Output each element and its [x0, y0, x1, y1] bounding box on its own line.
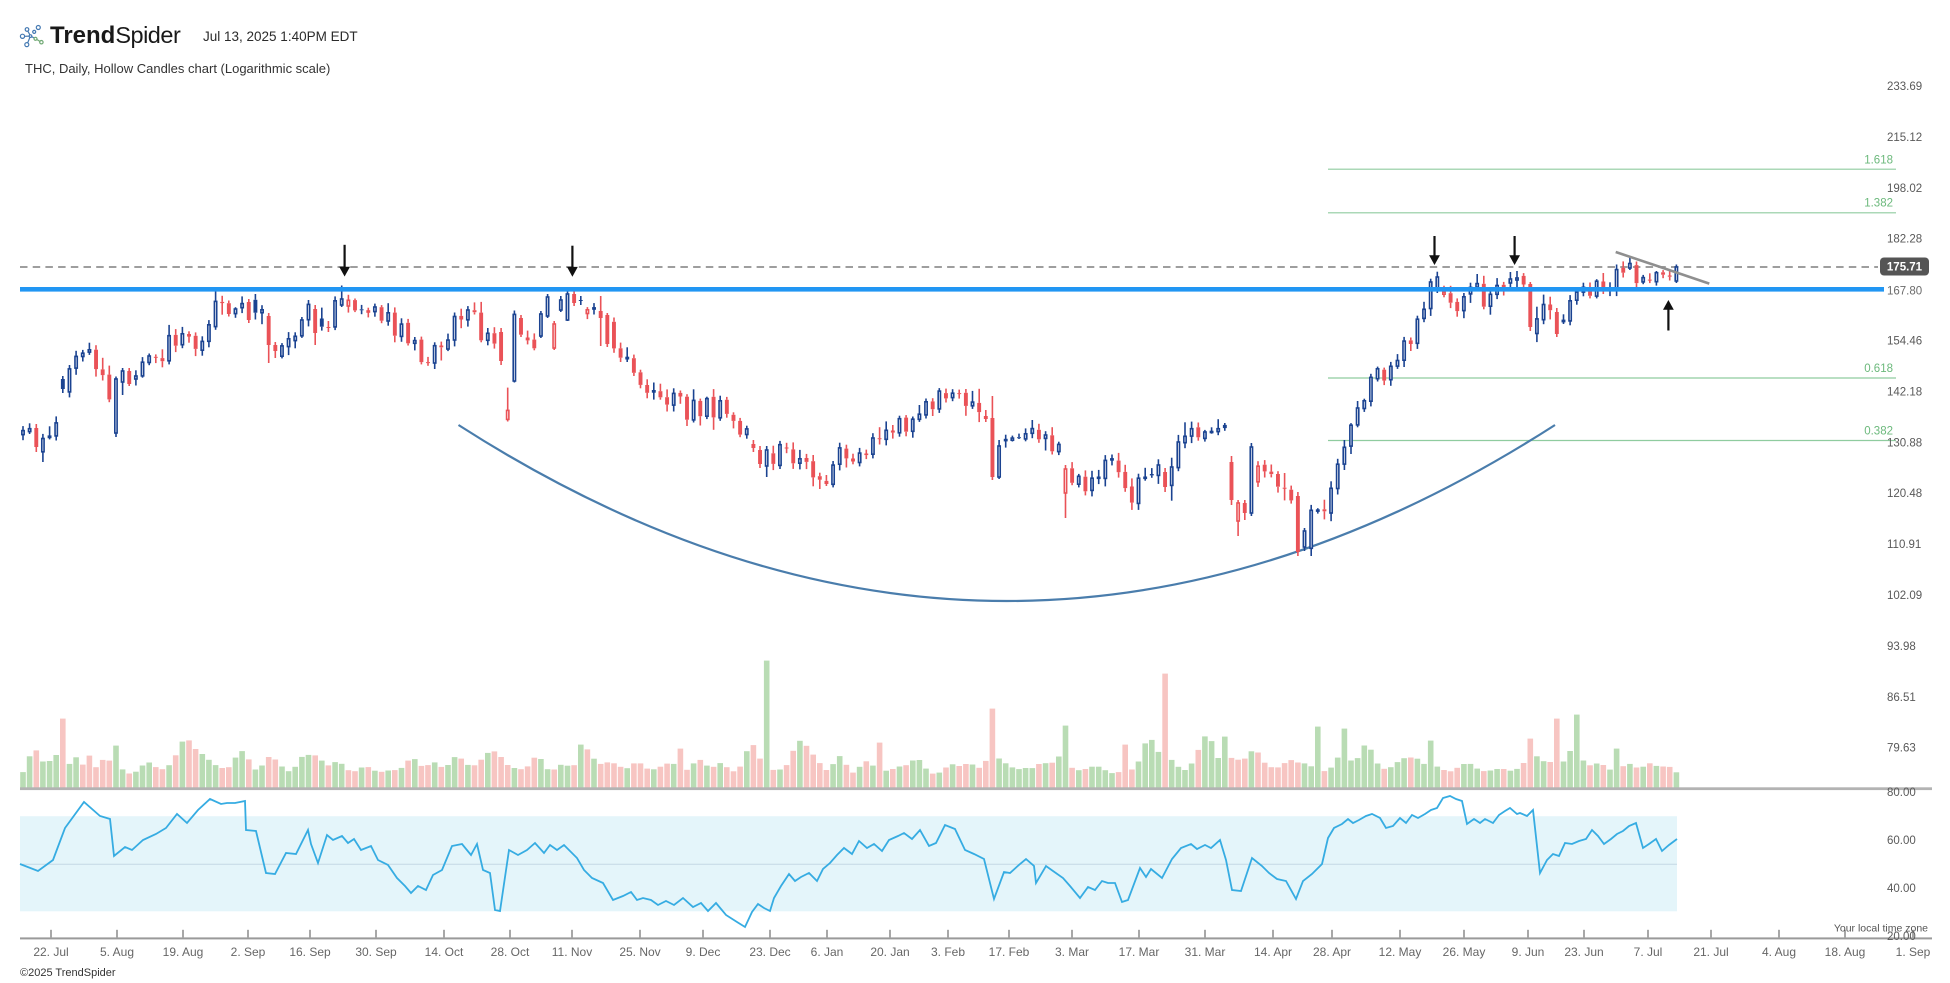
svg-text:16. Sep: 16. Sep [289, 945, 331, 959]
svg-text:THC, Daily, Hollow Candles cha: THC, Daily, Hollow Candles chart (Logari… [25, 61, 330, 76]
svg-text:18. Aug: 18. Aug [1825, 945, 1866, 959]
svg-text:20.00: 20.00 [1887, 931, 1916, 943]
svg-text:22. Jul: 22. Jul [33, 945, 68, 959]
svg-text:TrendSpider: TrendSpider [50, 22, 181, 49]
svg-text:2. Sep: 2. Sep [231, 945, 266, 959]
svg-text:11. Nov: 11. Nov [552, 945, 592, 959]
svg-text:154.46: 154.46 [1887, 336, 1922, 348]
svg-text:28. Oct: 28. Oct [491, 945, 530, 959]
svg-text:233.69: 233.69 [1887, 81, 1922, 93]
svg-text:14. Oct: 14. Oct [425, 945, 464, 959]
svg-text:14. Apr: 14. Apr [1254, 945, 1292, 959]
svg-text:167.80: 167.80 [1887, 286, 1922, 298]
svg-text:30. Sep: 30. Sep [355, 945, 397, 959]
svg-text:23. Dec: 23. Dec [749, 945, 790, 959]
svg-text:0.382: 0.382 [1864, 425, 1893, 437]
svg-text:28. Apr: 28. Apr [1313, 945, 1351, 959]
svg-text:19. Aug: 19. Aug [163, 945, 204, 959]
svg-text:79.63: 79.63 [1887, 743, 1916, 755]
svg-text:©2025 TrendSpider: ©2025 TrendSpider [20, 967, 116, 979]
svg-text:175.71: 175.71 [1887, 262, 1923, 274]
svg-text:142.18: 142.18 [1887, 386, 1922, 398]
svg-text:102.09: 102.09 [1887, 590, 1922, 602]
svg-text:6. Jan: 6. Jan [811, 945, 844, 959]
svg-text:120.48: 120.48 [1887, 488, 1922, 500]
svg-text:25. Nov: 25. Nov [619, 945, 660, 959]
svg-text:17. Mar: 17. Mar [1119, 945, 1160, 959]
svg-text:1.382: 1.382 [1864, 198, 1893, 210]
svg-text:80.00: 80.00 [1887, 787, 1916, 799]
svg-text:40.00: 40.00 [1887, 883, 1916, 895]
svg-text:130.88: 130.88 [1887, 437, 1922, 449]
svg-text:26. May: 26. May [1443, 945, 1486, 959]
svg-text:31. Mar: 31. Mar [1185, 945, 1226, 959]
svg-text:86.51: 86.51 [1887, 692, 1916, 704]
svg-text:9. Dec: 9. Dec [686, 945, 721, 959]
svg-text:1.618: 1.618 [1864, 154, 1893, 166]
svg-text:60.00: 60.00 [1887, 835, 1916, 847]
svg-text:20. Jan: 20. Jan [870, 945, 909, 959]
svg-text:17. Feb: 17. Feb [989, 945, 1030, 959]
svg-text:198.02: 198.02 [1887, 183, 1922, 195]
svg-text:9. Jun: 9. Jun [1512, 945, 1545, 959]
svg-text:Jul 13, 2025 1:40PM EDT: Jul 13, 2025 1:40PM EDT [203, 29, 358, 44]
svg-text:0.618: 0.618 [1864, 363, 1893, 375]
svg-text:7. Jul: 7. Jul [1634, 945, 1663, 959]
svg-text:Your local time zone: Your local time zone [1834, 923, 1928, 935]
svg-text:23. Jun: 23. Jun [1564, 945, 1603, 959]
svg-text:3. Mar: 3. Mar [1055, 945, 1089, 959]
svg-text:4. Aug: 4. Aug [1762, 945, 1796, 959]
svg-text:93.98: 93.98 [1887, 641, 1916, 653]
svg-text:110.91: 110.91 [1887, 539, 1921, 551]
svg-text:21. Jul: 21. Jul [1693, 945, 1728, 959]
svg-text:12. May: 12. May [1379, 945, 1422, 959]
svg-text:3. Feb: 3. Feb [931, 945, 965, 959]
svg-text:182.28: 182.28 [1887, 234, 1922, 246]
svg-text:1. Sep: 1. Sep [1896, 945, 1931, 959]
svg-text:5. Aug: 5. Aug [100, 945, 134, 959]
svg-text:215.12: 215.12 [1887, 132, 1922, 144]
